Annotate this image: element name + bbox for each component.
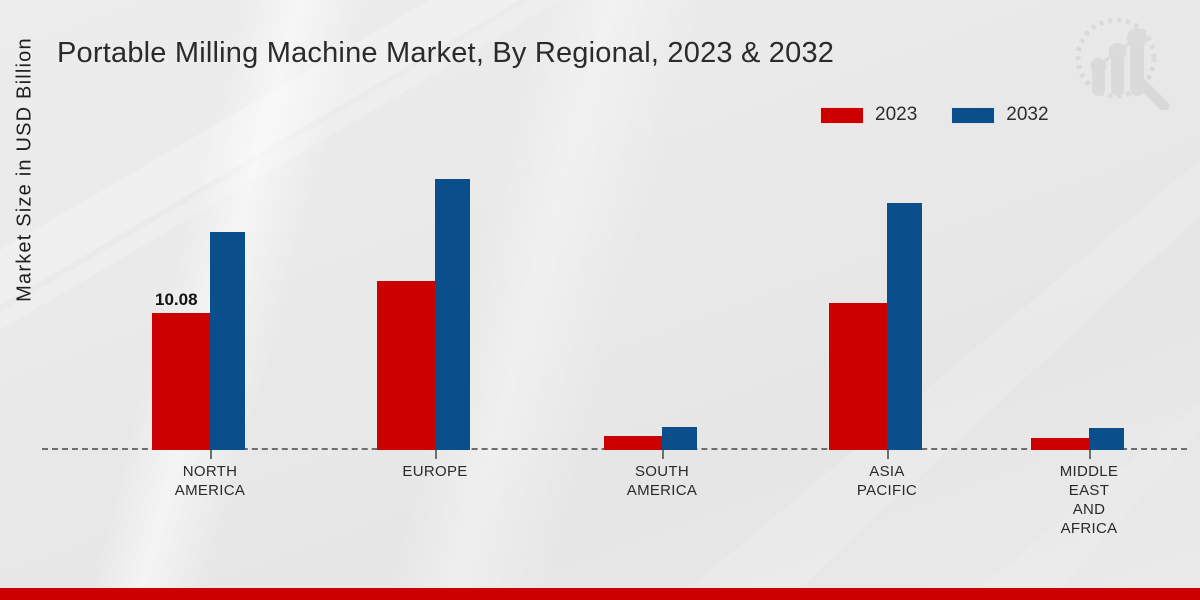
bar-2032[interactable] — [662, 427, 697, 450]
bar-group — [1031, 150, 1124, 459]
bar-pair — [829, 150, 922, 450]
axis-tick — [435, 450, 437, 459]
category-label-line: ASIA — [869, 463, 905, 480]
category-label: MIDDLE EAST AND AFRICA — [1009, 462, 1169, 538]
bar-2023[interactable] — [377, 281, 435, 450]
category-label-line: EAST — [1068, 482, 1110, 499]
category-label-line: MIDDLE — [1059, 463, 1119, 480]
bar-2023[interactable] — [604, 436, 662, 450]
legend-label-2023: 2023 — [875, 104, 918, 125]
bar-data-label: 10.08 — [155, 290, 198, 309]
bar-2032[interactable] — [887, 203, 922, 450]
bar-pair — [604, 150, 697, 450]
axis-tick — [210, 450, 212, 459]
category-label-line: AMERICA — [174, 482, 246, 499]
axis-tick — [887, 450, 889, 459]
category-label: NORTH AMERICA — [130, 462, 290, 500]
axis-tick — [1089, 450, 1091, 459]
bar-2032[interactable] — [435, 179, 470, 450]
bar-group — [152, 150, 245, 459]
chart-legend: 2023 2032 — [820, 102, 1049, 128]
bar-2032[interactable] — [210, 232, 245, 450]
category-label-line: PACIFIC — [856, 482, 918, 499]
category-label-line: SOUTH — [635, 463, 689, 480]
category-label-line: NORTH — [182, 463, 238, 480]
legend-label-2032: 2032 — [1006, 104, 1049, 125]
bar-pair — [1031, 150, 1124, 450]
bar-pair — [152, 150, 245, 450]
bar-group — [604, 150, 697, 459]
legend-swatch-2023 — [820, 106, 864, 124]
bar-group — [829, 150, 922, 459]
category-label-line: AMERICA — [626, 482, 698, 499]
category-label: SOUTH AMERICA — [582, 462, 742, 500]
category-label-line: EUROPE — [402, 463, 468, 480]
category-label: ASIA PACIFIC — [807, 462, 967, 500]
category-label-line: AFRICA — [1060, 520, 1118, 537]
plot-area: 10.08 — [42, 150, 1187, 459]
bar-pair — [377, 150, 470, 450]
bar-2023[interactable] — [1031, 438, 1089, 450]
footer-accent-bar — [0, 588, 1200, 600]
watermark-logo-icon — [1075, 17, 1170, 110]
chart-title: Portable Milling Machine Market, By Regi… — [57, 37, 835, 69]
bar-group — [377, 150, 470, 459]
bar-2023[interactable] — [152, 313, 210, 450]
bar-2032[interactable] — [1089, 428, 1124, 450]
category-label-line: AND — [1072, 501, 1106, 518]
category-label: EUROPE — [355, 462, 515, 481]
bar-2023[interactable] — [829, 303, 887, 450]
legend-item-2023[interactable]: 2023 — [820, 104, 917, 126]
legend-item-2032[interactable]: 2032 — [951, 104, 1049, 126]
y-axis-title: Market Size in USD Billion — [13, 37, 36, 302]
axis-tick — [662, 450, 664, 459]
legend-swatch-2032 — [951, 106, 996, 124]
